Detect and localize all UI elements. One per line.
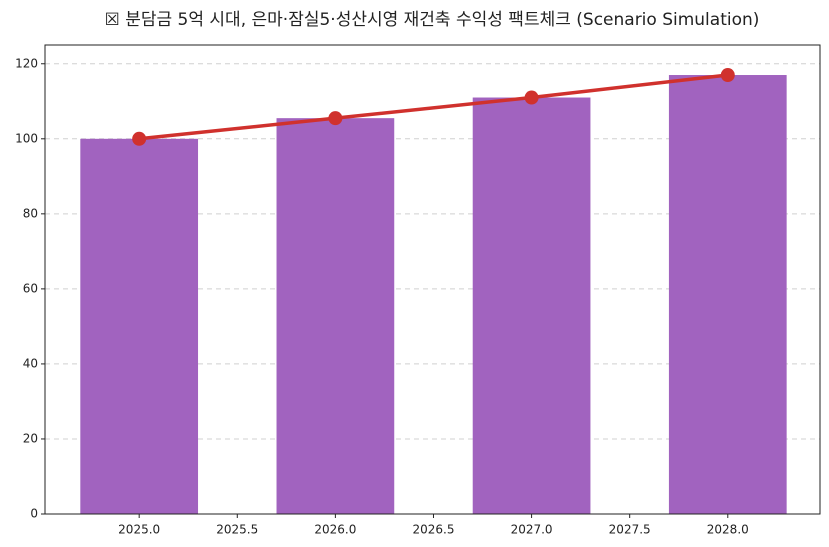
y-tick-label: 40 — [23, 356, 38, 370]
line-marker — [720, 68, 735, 83]
x-tick-label: 2026.0 — [314, 523, 356, 537]
line — [138, 73, 728, 141]
x-tick-label: 2027.0 — [511, 523, 553, 537]
y-tick-label: 120 — [15, 56, 38, 70]
plot-frame — [44, 44, 821, 515]
y-tick-label: 80 — [23, 206, 38, 220]
x-tick-label: 2025.0 — [118, 523, 160, 537]
bar — [472, 97, 591, 514]
line-marker — [132, 131, 147, 146]
chart-title: ☒ 분담금 5억 시대, 은마·잠실5·성산시영 재건축 수익성 팩트체크 (S… — [105, 10, 760, 30]
line-marker — [524, 90, 539, 105]
x-tick-label: 2027.5 — [609, 523, 651, 537]
line-marker — [328, 111, 343, 126]
x-tick-label: 2028.0 — [707, 523, 749, 537]
y-tick-label: 0 — [30, 507, 38, 521]
bar — [276, 118, 395, 514]
y-tick-label: 20 — [23, 431, 38, 445]
x-tick-label: 2025.5 — [216, 523, 258, 537]
bar — [80, 138, 199, 515]
y-tick-label: 60 — [23, 281, 38, 295]
bar — [668, 75, 787, 515]
x-tick-label: 2026.5 — [412, 523, 454, 537]
y-tick-label: 100 — [15, 131, 38, 145]
